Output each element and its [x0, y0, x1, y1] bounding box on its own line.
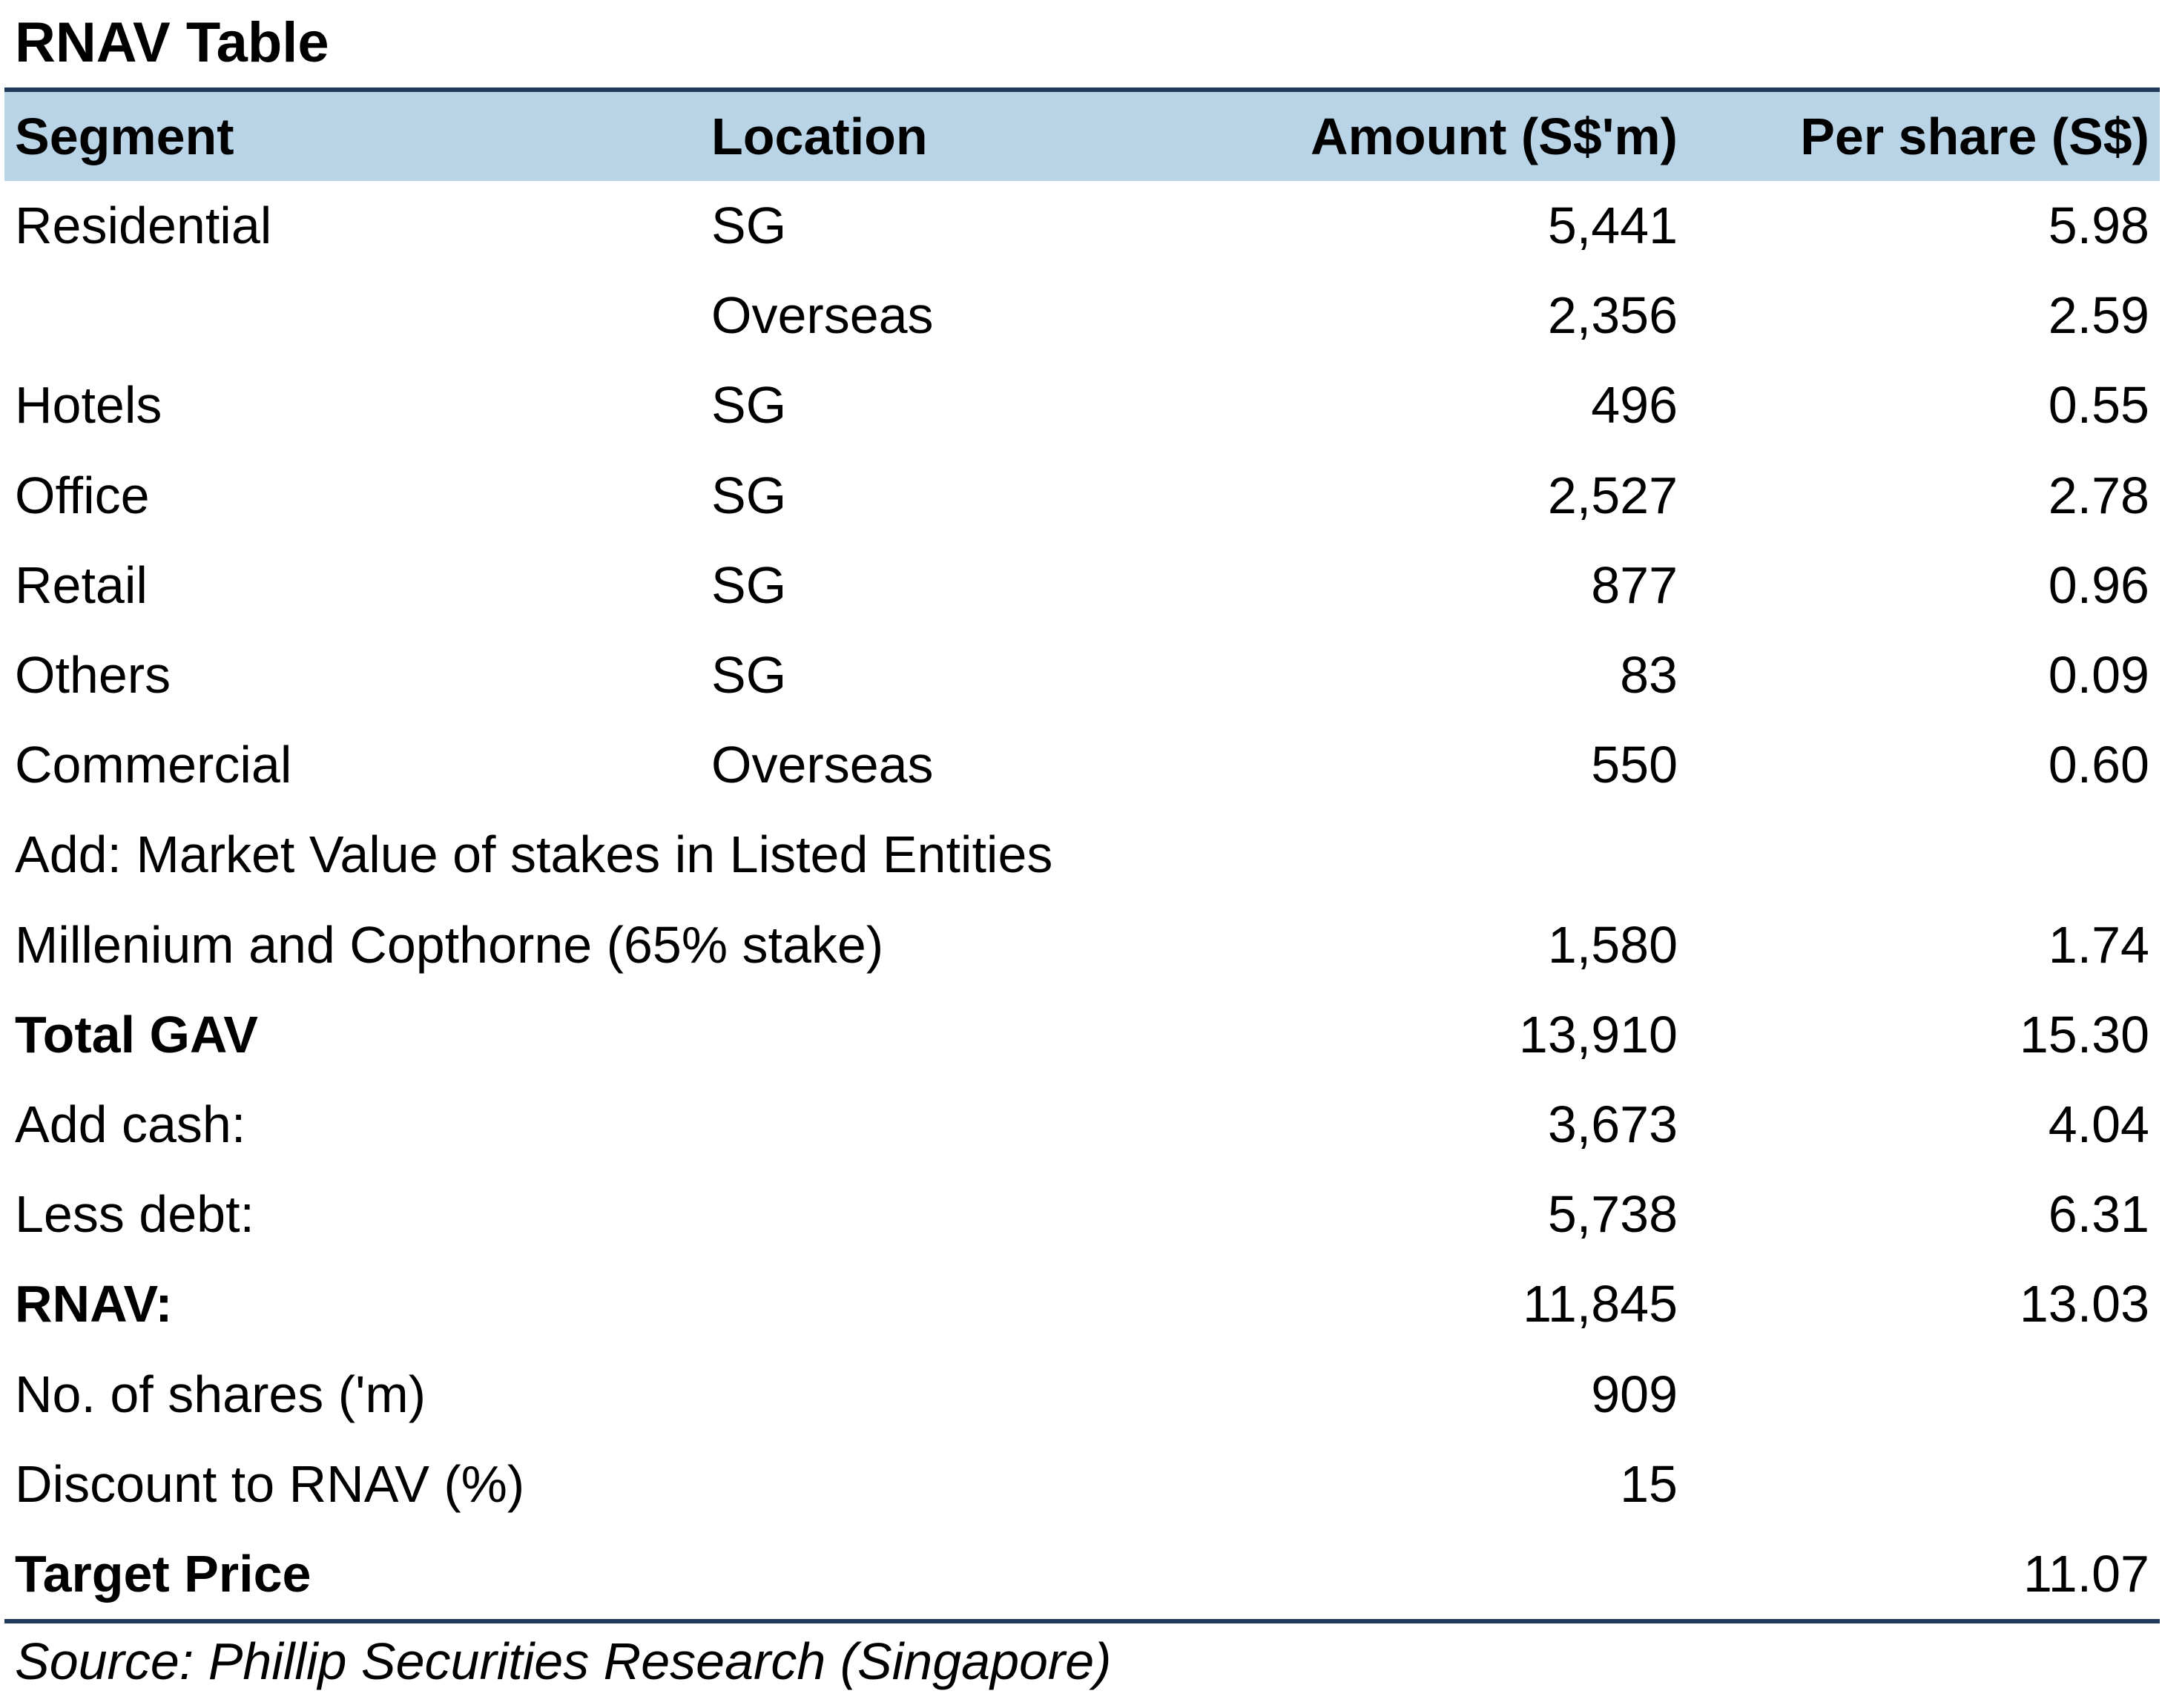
cell-amount: 15: [1620, 1454, 1678, 1513]
cell-segment: Residential: [15, 197, 272, 255]
table-row: Hotels SG 496 0.55: [4, 360, 2160, 450]
cell-segment: Millenium and Copthorne (65% stake): [15, 915, 884, 974]
header-amount: Amount (S$'m): [1195, 88, 1688, 181]
table-row: Less debt: 5,738 6.31: [4, 1170, 2160, 1259]
cell-amount: 83: [1620, 646, 1678, 705]
cell-per-share: 11.07: [1688, 1529, 2160, 1624]
table-row: Target Price 11.07: [4, 1529, 2160, 1624]
cell-location: Overseas: [711, 286, 934, 345]
cell-amount: 550: [1591, 736, 1678, 794]
table-row: No. of shares ('m) 909: [4, 1349, 2160, 1439]
cell-per-share: 5.98: [2048, 197, 2149, 255]
cell-segment: Target Price: [4, 1529, 1195, 1624]
cell-per-share: 0.55: [2048, 376, 2149, 435]
cell-per-share: [1688, 1349, 2160, 1439]
header-location: Location: [711, 88, 1195, 181]
source-note: Source: Phillip Securities Research (Sin…: [15, 1632, 1112, 1690]
cell-segment: [4, 271, 711, 360]
table-row: Office SG 2,527 2.78: [4, 451, 2160, 541]
table-title: RNAV Table: [15, 11, 329, 74]
table-row: Add: Market Value of stakes in Listed En…: [4, 810, 2160, 900]
cell-per-share: 0.96: [2048, 555, 2149, 614]
table-row: Discount to RNAV (%) 15: [4, 1440, 2160, 1529]
cell-amount: [1195, 1529, 1688, 1624]
cell-location: SG: [711, 555, 787, 614]
table-row: Residential SG 5,441 5.98: [4, 181, 2160, 271]
table-row: Add cash: 3,673 4.04: [4, 1080, 2160, 1170]
header-per-share: Per share (S$): [1688, 88, 2160, 181]
cell-per-share: 0.60: [2048, 736, 2149, 794]
cell-amount: 3,673: [1547, 1095, 1678, 1153]
cell-segment: No. of shares ('m): [15, 1365, 426, 1423]
cell-segment: Hotels: [15, 376, 162, 435]
header-segment: Segment: [4, 88, 711, 181]
table-row: Overseas 2,356 2.59: [4, 271, 2160, 360]
cell-segment: Add cash:: [15, 1095, 246, 1153]
cell-amount: [1195, 810, 1688, 900]
cell-segment: Commercial: [15, 736, 292, 794]
cell-amount: 13,910: [1518, 1005, 1678, 1064]
cell-segment: Add: Market Value of stakes in Listed En…: [15, 825, 1053, 884]
cell-amount: 1,580: [1547, 915, 1678, 974]
table-row: Retail SG 877 0.96: [4, 541, 2160, 630]
cell-location: SG: [711, 197, 787, 255]
cell-segment: Discount to RNAV (%): [15, 1454, 525, 1513]
cell-per-share: 2.78: [2048, 466, 2149, 524]
cell-per-share: [1688, 810, 2160, 900]
cell-location: SG: [711, 646, 787, 705]
cell-per-share: 2.59: [2048, 286, 2149, 345]
cell-per-share: [1688, 1440, 2160, 1529]
cell-segment: Retail: [15, 555, 148, 614]
cell-amount: 2,356: [1547, 286, 1678, 345]
cell-location: SG: [711, 376, 787, 435]
cell-amount: 5,738: [1547, 1185, 1678, 1244]
table-header-row: Segment Location Amount (S$'m) Per share…: [4, 88, 2160, 181]
cell-amount: 877: [1591, 555, 1678, 614]
cell-amount: 11,845: [1523, 1275, 1678, 1333]
cell-amount: 2,527: [1547, 466, 1678, 524]
cell-per-share: 13.03: [2019, 1275, 2149, 1333]
cell-per-share: 6.31: [2048, 1185, 2149, 1244]
cell-segment: RNAV:: [15, 1275, 173, 1333]
cell-amount: 5,441: [1547, 197, 1678, 255]
table-row: Commercial Overseas 550 0.60: [4, 720, 2160, 810]
cell-amount: 496: [1591, 376, 1678, 435]
cell-per-share: 15.30: [2019, 1005, 2149, 1064]
cell-per-share: 4.04: [2048, 1095, 2149, 1153]
cell-per-share: 0.09: [2048, 646, 2149, 705]
table-row: RNAV: 11,845 13.03: [4, 1259, 2160, 1349]
cell-per-share: 1.74: [2048, 915, 2149, 974]
table-row: Total GAV 13,910 15.30: [4, 990, 2160, 1080]
cell-amount: 909: [1591, 1365, 1678, 1423]
cell-segment: Others: [15, 646, 171, 705]
cell-segment: Total GAV: [15, 1005, 258, 1064]
cell-segment: Less debt:: [15, 1185, 254, 1244]
rnav-table: Segment Location Amount (S$'m) Per share…: [4, 88, 2160, 1624]
cell-location: SG: [711, 466, 787, 524]
cell-location: Overseas: [711, 736, 934, 794]
table-row: Millenium and Copthorne (65% stake) 1,58…: [4, 900, 2160, 990]
table-row: Others SG 83 0.09: [4, 630, 2160, 720]
cell-segment: Office: [15, 466, 150, 524]
